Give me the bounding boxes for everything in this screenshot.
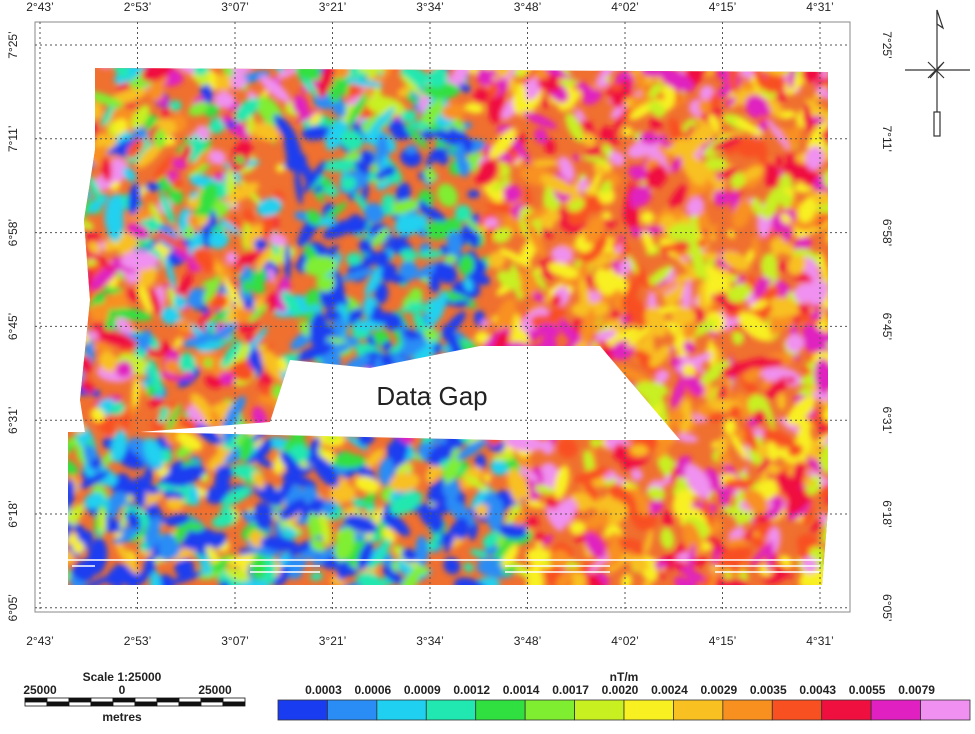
- scale-segment: [24, 701, 48, 707]
- data-gap-label: Data Gap: [376, 381, 487, 411]
- latitude-label-left: 6°45’: [6, 313, 20, 341]
- scale-segment: [134, 701, 158, 707]
- colorbar-swatch: [771, 699, 823, 721]
- longitude-label-bottom: 2°53’: [124, 634, 152, 648]
- latitude-label-right: 7°11’: [880, 125, 894, 152]
- longitude-label-top: 3°07’: [221, 0, 249, 14]
- colorbar-swatch: [524, 699, 575, 721]
- colorbar-label: 0.0003: [305, 683, 342, 697]
- north-arrow: [905, 9, 970, 137]
- colorbar-swatch: [821, 699, 872, 721]
- scale-segment: [24, 697, 48, 703]
- latitude-label-right: 6°18’: [880, 500, 894, 528]
- colorbar-swatch: [920, 699, 971, 721]
- scale-unit: metres: [102, 710, 142, 724]
- longitude-label-bottom: 4°15’: [709, 634, 737, 648]
- scale-segment: [200, 701, 224, 707]
- data-gap-area: [140, 346, 680, 440]
- longitude-label-bottom: 2°43’: [26, 634, 54, 648]
- colorbar-swatch: [574, 699, 625, 721]
- scale-right-label: 25000: [198, 683, 232, 697]
- colorbar: 0.0003 0.0006 0.0009 0.0012 0.0014 0.0017 0.00…: [277, 683, 971, 721]
- scale-segment: [156, 701, 180, 707]
- longitude-label-top: 3°48’: [514, 0, 542, 14]
- colorbar-label: 0.0079: [898, 683, 935, 697]
- latitude-label-left: 6°58’: [6, 219, 20, 247]
- scale-segment: [46, 701, 70, 707]
- longitude-label-bottom: 4°02’: [611, 634, 639, 648]
- colorbar-label: 0.0014: [503, 683, 540, 697]
- scale-bar: [24, 697, 246, 707]
- scale-segment: [222, 697, 246, 703]
- colorbar-swatch: [425, 699, 477, 721]
- latitude-label-right: 6°45’: [880, 313, 894, 341]
- longitude-label-top: 2°53’: [124, 0, 152, 14]
- latitude-label-right: 6°31’: [880, 406, 894, 434]
- scale-segment: [112, 701, 136, 707]
- latitude-label-left: 7°25’: [6, 31, 20, 59]
- scale-segment: [68, 701, 92, 707]
- longitude-label-top: 3°21’: [319, 0, 347, 14]
- magnetic-gradient-map: [68, 68, 828, 585]
- colorbar-label: 0.0012: [453, 683, 490, 697]
- scale-segment: [134, 697, 158, 703]
- longitude-label-bottom: 3°48’: [514, 634, 542, 648]
- colorbar-swatch: [327, 699, 378, 721]
- longitude-label-bottom: 3°34’: [416, 634, 444, 648]
- longitude-label-top: 4°02’: [611, 0, 639, 14]
- scale-title: Scale 1:25000: [83, 670, 162, 684]
- longitude-label-bottom: 4°31’: [806, 634, 834, 648]
- scale-segment: [156, 697, 180, 703]
- latitude-label-right: 6°05’: [880, 594, 894, 622]
- scale-segment: [200, 697, 224, 703]
- colorbar-label: 0.0035: [750, 683, 787, 697]
- scale-segment: [112, 697, 136, 703]
- longitude-label-top: 4°15’: [709, 0, 737, 14]
- colorbar-swatch: [870, 699, 921, 721]
- colorbar-label: 0.0006: [355, 683, 392, 697]
- scale-segment: [68, 697, 92, 703]
- latitude-label-left: 7°11’: [6, 125, 20, 152]
- scale-segment: [90, 701, 114, 707]
- colorbar-unit: nT/m: [610, 670, 639, 684]
- longitude-label-top: 2°43’: [26, 0, 54, 14]
- colorbar-label: 0.0017: [552, 683, 589, 697]
- colorbar-label: 0.0029: [701, 683, 738, 697]
- colorbar-label: 0.0055: [849, 683, 886, 697]
- scale-segment: [46, 697, 70, 703]
- colorbar-swatch: [623, 699, 674, 721]
- longitude-label-bottom: 3°21’: [319, 634, 347, 648]
- scale-center-label: 0: [119, 683, 126, 697]
- scale-segment: [90, 697, 114, 703]
- longitude-label-top: 4°31’: [806, 0, 834, 14]
- scale-left-label: 25000: [23, 683, 57, 697]
- colorbar-swatch: [722, 699, 773, 721]
- colorbar-swatch: [376, 699, 427, 721]
- colorbar-swatch: [673, 699, 724, 721]
- colorbar-swatch: [277, 699, 328, 721]
- scale-segment: [178, 697, 202, 703]
- colorbar-label: 0.0020: [602, 683, 639, 697]
- latitude-label-right: 6°58’: [880, 219, 894, 247]
- colorbar-label: 0.0009: [404, 683, 441, 697]
- longitude-label-top: 3°34’: [416, 0, 444, 14]
- latitude-label-right: 7°25’: [880, 31, 894, 59]
- longitude-label-bottom: 3°07’: [221, 634, 249, 648]
- colorbar-swatch: [475, 699, 526, 721]
- colorbar-label: 0.0043: [799, 683, 836, 697]
- colorbar-label: 0.0024: [651, 683, 688, 697]
- latitude-label-left: 6°31’: [6, 406, 20, 434]
- latitude-label-left: 6°05’: [6, 594, 20, 622]
- scale-segment: [178, 701, 202, 707]
- scale-segment: [222, 701, 246, 707]
- latitude-label-left: 6°18’: [6, 500, 20, 528]
